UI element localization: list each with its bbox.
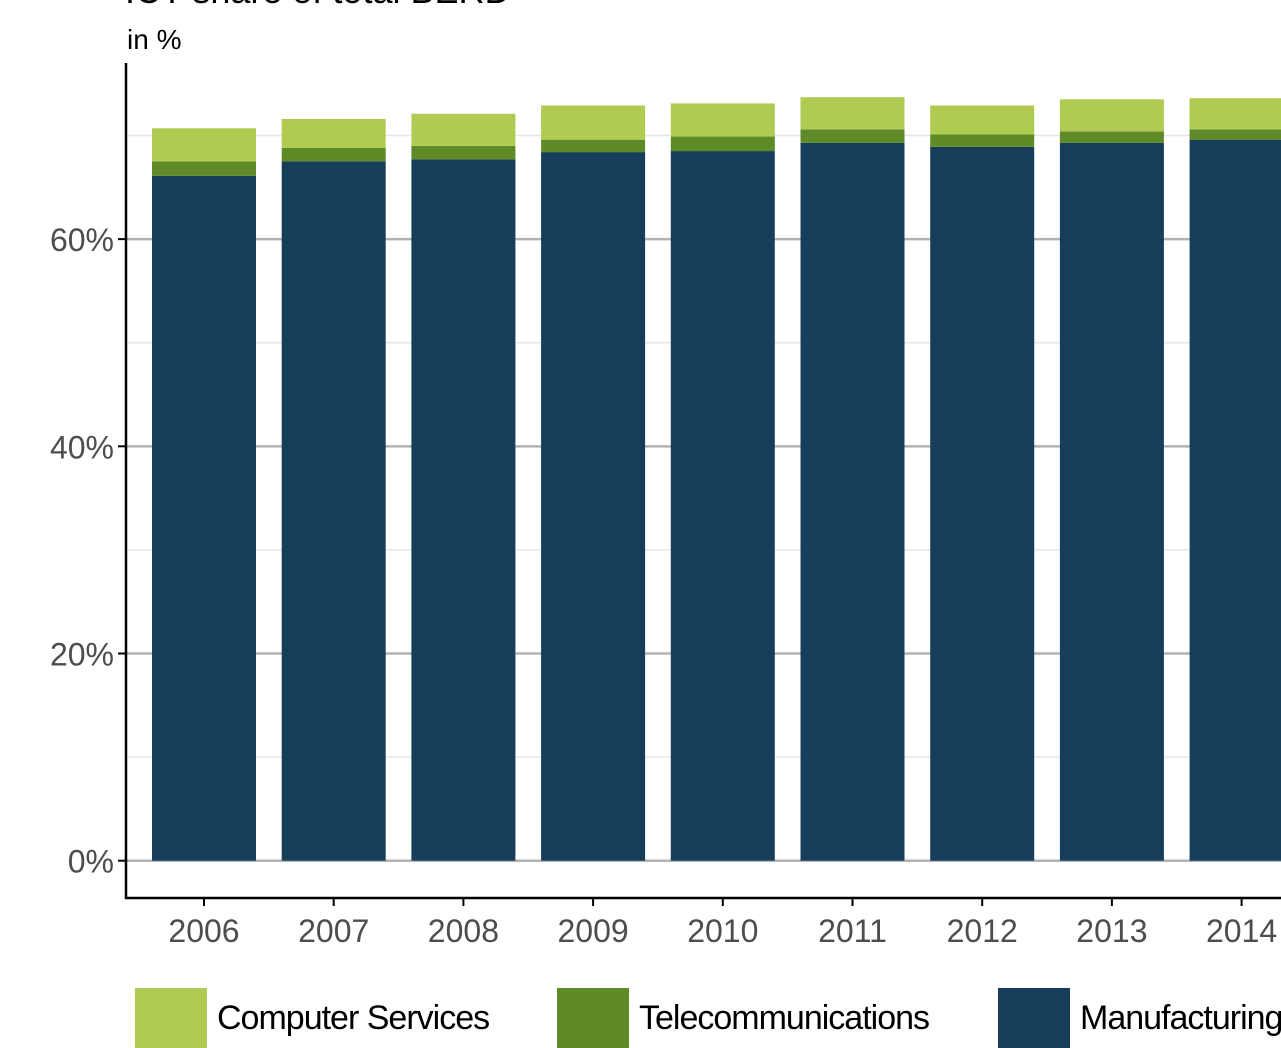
bar-segment-manufacturing-2013 — [1059, 142, 1164, 861]
legend-label-computer-services: Computer Services — [217, 998, 490, 1037]
bar-segment-manufacturing-2014 — [1189, 139, 1281, 861]
bar-segment-telecommunications-2010 — [670, 136, 775, 152]
axes — [118, 63, 1281, 906]
legend-item-computer-services: Computer Services — [135, 988, 490, 1048]
bar-segment-computer-services-2007 — [281, 118, 386, 148]
x-tick-label: 2012 — [947, 913, 1018, 949]
x-tick-label: 2006 — [168, 913, 239, 949]
x-tick-label: 2011 — [818, 913, 887, 949]
y-tick-label: 0% — [68, 844, 114, 880]
legend-label-telecommunications: Telecommunications — [639, 998, 930, 1037]
legend-item-telecommunications: Telecommunications — [557, 988, 930, 1048]
bar-segment-manufacturing-2011 — [800, 142, 905, 861]
bar-segment-telecommunications-2007 — [281, 147, 386, 162]
bar-segment-manufacturing-2006 — [152, 175, 256, 861]
x-tick-label: 2009 — [558, 913, 629, 949]
bar-segment-computer-services-2006 — [152, 128, 256, 162]
bar-segment-manufacturing-2012 — [930, 146, 1035, 861]
bar-segment-computer-services-2014 — [1189, 98, 1281, 130]
legend-swatch-manufacturing — [998, 988, 1070, 1048]
legend-label-manufacturing: Manufacturing — [1080, 998, 1281, 1037]
chart-subtitle: in % — [127, 24, 182, 55]
legend: Computer Services Telecommunications Man… — [0, 988, 1281, 1048]
bar-segment-computer-services-2008 — [411, 113, 516, 146]
x-tick-label: 2014 — [1206, 913, 1277, 949]
chart-title: ICT share of total BERD — [125, 0, 511, 12]
bar-segment-computer-services-2011 — [800, 97, 905, 130]
bar-segment-computer-services-2009 — [541, 105, 646, 140]
bar-segment-manufacturing-2008 — [411, 159, 516, 861]
bars — [152, 97, 1281, 861]
bar-segment-telecommunications-2008 — [411, 145, 516, 160]
bar-segment-telecommunications-2014 — [1189, 129, 1281, 140]
y-tick-label: 60% — [50, 222, 114, 258]
bar-segment-telecommunications-2009 — [541, 139, 646, 153]
bar-segment-manufacturing-2010 — [670, 151, 775, 861]
y-tick-label: 40% — [50, 429, 114, 465]
x-tick-label: 2008 — [428, 913, 499, 949]
bar-segment-telecommunications-2013 — [1059, 131, 1164, 143]
bar-segment-telecommunications-2011 — [800, 129, 905, 143]
x-tick-label: 2007 — [298, 913, 369, 949]
bar-segment-computer-services-2013 — [1059, 99, 1164, 132]
legend-swatch-computer-services — [135, 988, 207, 1048]
bar-segment-telecommunications-2012 — [930, 134, 1035, 147]
bar-segment-computer-services-2012 — [930, 105, 1035, 135]
x-tick-label: 2010 — [687, 913, 758, 949]
bar-segment-manufacturing-2009 — [541, 152, 646, 861]
legend-swatch-telecommunications — [557, 988, 629, 1048]
y-tick-label: 20% — [50, 637, 114, 673]
x-tick-label: 2013 — [1076, 913, 1147, 949]
tick-labels: 0% 20% 40% 60% 2006 2007 2008 2009 2010 2011 2012 2… — [50, 222, 1277, 949]
bar-segment-computer-services-2010 — [670, 103, 775, 137]
legend-item-manufacturing: Manufacturing — [998, 988, 1281, 1048]
bar-segment-telecommunications-2006 — [152, 161, 256, 176]
bar-segment-manufacturing-2007 — [281, 161, 386, 861]
